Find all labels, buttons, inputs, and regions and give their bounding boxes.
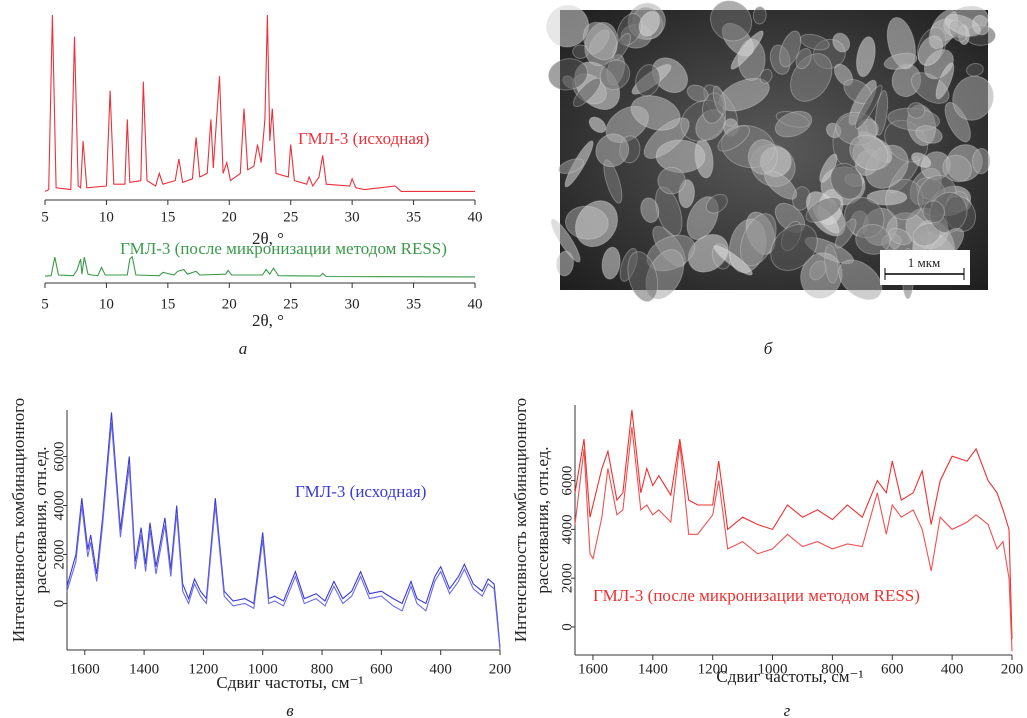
series-label: ГМЛ-3 (исходная) (298, 129, 429, 148)
series-line (575, 427, 1012, 651)
x-tick-label: 5 (41, 209, 49, 225)
y-tick-label: 6000 (559, 466, 575, 496)
y-tick-label: 2000 (51, 539, 67, 569)
particle (753, 6, 767, 24)
y-tick-label: 4000 (51, 491, 67, 521)
x-tick-label: 1400 (129, 661, 159, 677)
y-tick-label: 0 (559, 623, 575, 631)
x-tick-label: 15 (160, 296, 175, 312)
x-tick-label: 1600 (70, 661, 100, 677)
y-axis-label: Интенсивность комбинационного (9, 398, 28, 642)
y-tick-label: 0 (51, 600, 67, 608)
x-tick-label: 400 (941, 661, 964, 677)
figure: 1 мкм б 5 10 15 20 25 30 35 40 2θ, ° ГМЛ-3 (исход… (0, 0, 1027, 718)
x-tick-label: 30 (345, 209, 360, 225)
x-tick-label: 1200 (188, 661, 218, 677)
x-tick-label: 10 (99, 209, 114, 225)
y-axis-label: Интенсивность комбинационного (511, 398, 530, 642)
x-tick-label: 25 (283, 296, 298, 312)
particle (748, 139, 777, 174)
x-tick-label: 10 (99, 296, 114, 312)
caption: в (286, 701, 294, 718)
series-label: ГМЛ-3 (исходная) (295, 482, 426, 501)
x-tick-label: 200 (1001, 661, 1024, 677)
scale-label: 1 мкм (908, 255, 941, 270)
x-tick-label: 40 (468, 209, 483, 225)
series-line (45, 15, 475, 191)
series-line (67, 412, 500, 647)
x-tick-label: 35 (406, 296, 421, 312)
y-axis-label: рассеивания, отн.ед. (31, 446, 50, 593)
particle (972, 148, 991, 174)
caption: а (239, 339, 248, 358)
x-axis-label: Сдвиг частоты, см⁻¹ (716, 667, 863, 686)
y-tick-label: 6000 (51, 442, 67, 472)
series-label: ГМЛ-3 (после микронизации методом RESS) (120, 239, 447, 258)
series-line (67, 422, 500, 650)
x-axis-label: Сдвиг частоты, см⁻¹ (216, 673, 363, 692)
x-tick-label: 30 (345, 296, 360, 312)
x-tick-label: 20 (222, 209, 237, 225)
x-tick-label: 400 (429, 661, 452, 677)
series-line (45, 257, 475, 277)
caption: г (784, 701, 791, 718)
x-tick-label: 20 (222, 296, 237, 312)
x-tick-label: 1400 (638, 661, 668, 677)
x-tick-label: 1600 (578, 661, 608, 677)
y-tick-label: 2000 (559, 563, 575, 593)
x-tick-label: 25 (283, 209, 298, 225)
x-tick-label: 5 (41, 296, 49, 312)
x-tick-label: 15 (160, 209, 175, 225)
x-axis-label: 2θ, ° (252, 311, 284, 330)
x-tick-label: 600 (370, 661, 393, 677)
series-label: ГМЛ-3 (после микронизации методом RESS) (593, 586, 920, 605)
y-axis-label: рассеивания, отн.ед. (533, 446, 552, 593)
x-tick-label: 35 (406, 209, 421, 225)
y-tick-label: 4000 (559, 514, 575, 544)
x-tick-label: 600 (881, 661, 904, 677)
caption: б (764, 339, 773, 358)
x-tick-label: 40 (468, 296, 483, 312)
x-tick-label: 200 (489, 661, 512, 677)
